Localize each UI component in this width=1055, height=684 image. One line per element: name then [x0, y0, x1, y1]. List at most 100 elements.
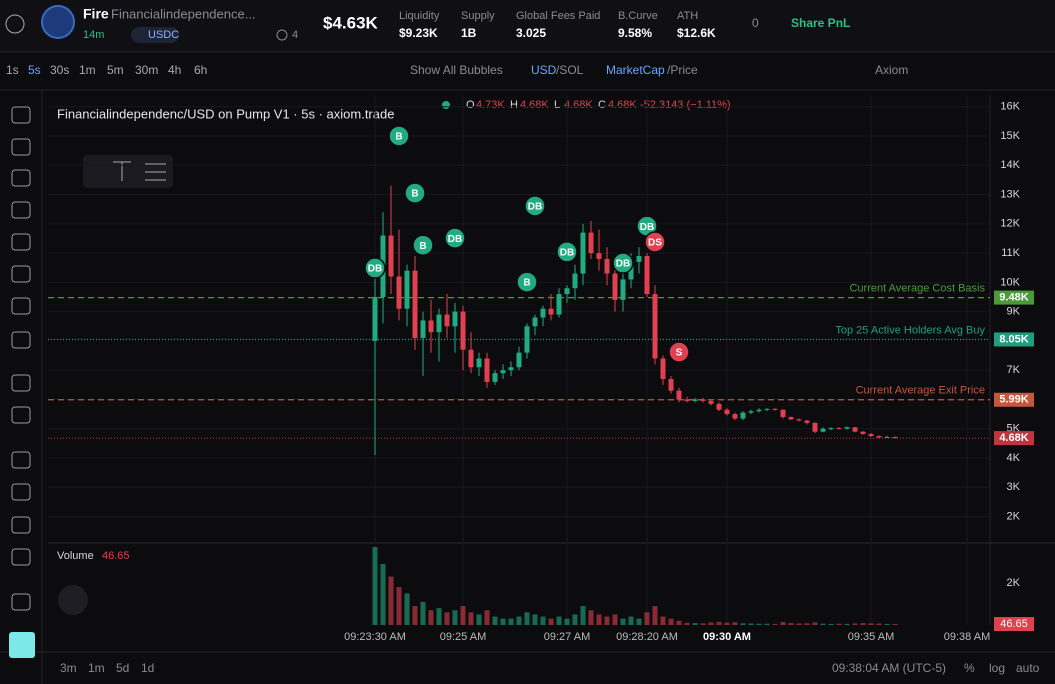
token-logo[interactable] — [41, 5, 75, 39]
volume-bar — [572, 614, 578, 625]
scale-option[interactable]: log — [989, 661, 1005, 675]
share-pnl[interactable]: Share PnL — [791, 16, 850, 30]
trade-label: DB — [560, 248, 574, 259]
trade-bubble[interactable] — [524, 195, 546, 217]
candle-body — [708, 400, 714, 404]
volume-bar — [884, 623, 890, 625]
candle-body — [460, 311, 466, 350]
volume-bar — [556, 616, 562, 625]
candle-body — [532, 317, 538, 327]
candle-body — [812, 422, 818, 432]
tool-icon[interactable] — [11, 483, 31, 501]
interval[interactable]: 30s — [50, 63, 69, 77]
trade-label: B — [523, 278, 530, 289]
currency-sol[interactable]: /SOL — [556, 63, 584, 77]
trade-bubble[interactable] — [516, 271, 538, 293]
candle-body — [452, 311, 458, 327]
y-tick-label: 9K — [1007, 306, 1021, 318]
price-tag — [994, 290, 1034, 305]
interval[interactable]: 1m — [79, 63, 96, 77]
scale-option[interactable]: auto — [1016, 661, 1040, 675]
range[interactable]: 3m — [60, 661, 77, 675]
tool-icon[interactable] — [11, 201, 31, 219]
trade-bubble[interactable] — [612, 252, 634, 274]
volume-bar — [548, 618, 554, 625]
interval[interactable]: 5s — [28, 63, 41, 77]
interval[interactable]: 5m — [107, 63, 124, 77]
stat-value: 3.025 — [516, 26, 546, 40]
layout-select[interactable]: Axiom — [875, 63, 908, 77]
volume-bar — [436, 608, 442, 625]
scale-option[interactable]: % — [964, 661, 975, 675]
trade-bubble[interactable] — [668, 341, 690, 363]
tool-icon[interactable] — [11, 516, 31, 534]
volume-bar — [852, 623, 858, 625]
x-tick-label: 09:35 AM — [848, 631, 894, 643]
status-dot — [442, 101, 450, 109]
volume-bar — [396, 587, 402, 625]
volume-value: 46.65 — [102, 550, 130, 562]
candle-body — [716, 403, 722, 410]
volume-title: Volume — [57, 550, 94, 562]
trade-bubble[interactable] — [444, 227, 466, 249]
interval[interactable]: 4h — [168, 63, 181, 77]
tool-icon[interactable] — [11, 233, 31, 251]
tool-icon[interactable] — [11, 331, 31, 349]
volume-bar — [588, 610, 594, 625]
candle-body — [876, 436, 882, 438]
x-tick-label: 09:30 AM — [703, 631, 751, 643]
y-tick-label: 2K — [1007, 510, 1021, 522]
ohlc-value: 4.68K — [564, 99, 593, 111]
mode-price[interactable]: /Price — [667, 63, 698, 77]
volume-bar — [636, 618, 642, 625]
trade-bubble[interactable] — [556, 241, 578, 263]
interval[interactable]: 6h — [194, 63, 207, 77]
market-cap: $4.63K — [323, 13, 379, 32]
tool-icon[interactable] — [11, 593, 31, 611]
stat-label: B.Curve — [618, 10, 658, 22]
bubbles-toggle[interactable]: Show All Bubbles — [410, 63, 503, 77]
tool-icon[interactable] — [11, 297, 31, 315]
trade-label: DS — [648, 238, 662, 249]
currency-usd[interactable]: USD — [531, 63, 557, 77]
volume-bar — [532, 614, 538, 625]
tool-icon[interactable] — [11, 451, 31, 469]
trade-bubble[interactable] — [412, 234, 434, 256]
interval[interactable]: 30m — [135, 63, 158, 77]
tool-icon[interactable] — [11, 106, 31, 124]
tool-icon[interactable] — [11, 406, 31, 424]
candle-body — [684, 399, 690, 401]
volume-bar — [604, 616, 610, 625]
trade-bubble[interactable] — [364, 257, 386, 279]
tool-icon[interactable] — [11, 169, 31, 187]
stat-label: Global Fees Paid — [516, 10, 600, 22]
price-tag-label: 5.99K — [999, 394, 1028, 406]
color-swatch[interactable] — [9, 632, 35, 658]
candle-body — [580, 232, 586, 274]
volume-tick-label: 2K — [1007, 577, 1021, 589]
candle-body — [748, 411, 754, 413]
interval[interactable]: 1s — [6, 63, 19, 77]
price-tag — [994, 392, 1034, 407]
volume-bar — [644, 612, 650, 625]
range[interactable]: 1m — [88, 661, 105, 675]
candle-body — [556, 294, 562, 315]
trade-bubble[interactable] — [404, 182, 426, 204]
trade-bubble[interactable] — [388, 125, 410, 147]
stat-label: Supply — [461, 10, 495, 22]
tv-logo — [58, 585, 88, 615]
tool-icon[interactable] — [11, 374, 31, 392]
candle-body — [868, 434, 874, 437]
tool-icon[interactable] — [11, 548, 31, 566]
trade-bubble[interactable] — [644, 231, 666, 253]
range[interactable]: 1d — [141, 661, 154, 675]
tool-icon[interactable] — [11, 265, 31, 283]
candle-body — [412, 270, 418, 338]
tool-icon[interactable] — [11, 138, 31, 156]
range[interactable]: 5d — [116, 661, 129, 675]
stat-label: ATH — [677, 10, 698, 22]
candle-body — [444, 314, 450, 327]
mode-mcap[interactable]: MarketCap — [606, 63, 665, 77]
candle-body — [420, 320, 426, 338]
menu-icon[interactable] — [5, 14, 25, 34]
